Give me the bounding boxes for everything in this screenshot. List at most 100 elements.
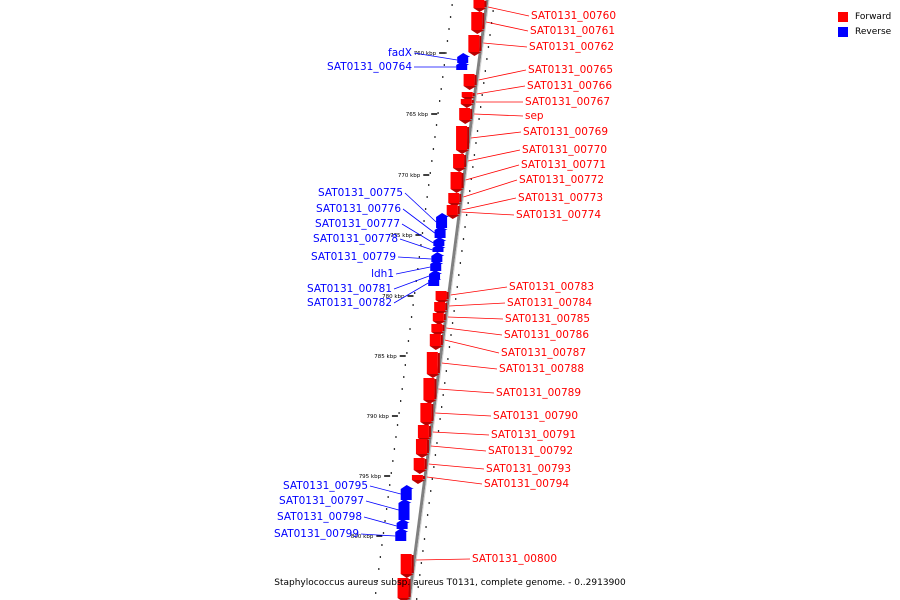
forward-gene-block <box>426 352 438 374</box>
reverse-gene-label: fadX <box>388 47 412 59</box>
forward-label-leader <box>476 85 526 95</box>
reverse-gene-label: SAT0131_00778 <box>313 233 398 245</box>
scale-tick-label: 780 kbp <box>382 294 405 300</box>
forward-label-leader <box>474 113 524 117</box>
guide-dot <box>455 298 457 300</box>
guide-dot <box>461 250 463 252</box>
guide-dot <box>403 376 405 378</box>
forward-gene-block <box>459 108 471 120</box>
reverse-gene-label: SAT0131_00798 <box>277 511 362 523</box>
forward-gene-arrow <box>400 574 414 578</box>
forward-gene-arrow <box>471 30 485 34</box>
forward-gene-arrow <box>453 168 467 172</box>
reverse-gene-label: SAT0131_00776 <box>316 203 401 215</box>
reverse-label-leader <box>404 192 437 223</box>
forward-gene-edge <box>472 93 475 96</box>
guide-dot <box>444 382 446 384</box>
forward-label-leader <box>432 431 490 436</box>
guide-dot <box>478 118 480 120</box>
guide-dot <box>418 256 421 258</box>
guide-dot <box>431 478 433 480</box>
guide-dot <box>375 592 377 594</box>
forward-gene-arrow <box>463 86 477 90</box>
guide-dot <box>484 70 486 72</box>
guide-dot <box>436 442 438 444</box>
forward-gene-block <box>448 193 460 203</box>
guide-dot <box>414 292 416 294</box>
guide-dot <box>396 424 399 426</box>
reverse-label-leader <box>402 208 435 234</box>
guide-dot <box>486 58 488 60</box>
guide-dot <box>385 508 388 510</box>
reverse-label-leader <box>363 516 397 527</box>
forward-gene-edge <box>482 13 485 29</box>
guide-dot <box>437 430 440 432</box>
forward-label-leader <box>441 362 498 370</box>
reverse-gene-label: SAT0131_00779 <box>311 251 396 263</box>
forward-label-leader <box>461 211 515 216</box>
reverse-gene-label: SAT0131_00782 <box>307 297 392 309</box>
reverse-swatch <box>838 26 848 37</box>
forward-gene-label: SAT0131_00767 <box>525 96 610 108</box>
guide-dot <box>387 496 389 498</box>
guide-dot <box>376 580 378 582</box>
guide-dot <box>473 154 476 156</box>
reverse-gene-arrow <box>457 53 471 57</box>
guide-dot <box>378 568 380 570</box>
reverse-gene-label: ldh1 <box>371 268 394 280</box>
guide-dot <box>451 322 454 324</box>
guide-dot <box>423 220 425 222</box>
reverse-gene-block <box>456 65 468 70</box>
reverse-label-leader <box>393 275 430 290</box>
reverse-gene-label: SAT0131_00777 <box>315 218 400 230</box>
guide-dot <box>446 40 449 42</box>
guide-dot <box>437 112 439 114</box>
guide-dot <box>398 412 400 414</box>
forward-label-leader <box>463 179 518 198</box>
forward-label-leader <box>446 327 503 336</box>
forward-gene-block <box>471 12 483 30</box>
forward-gene-edge <box>445 303 448 310</box>
legend-reverse: Reverse <box>838 24 891 39</box>
forward-label-leader <box>449 302 506 307</box>
forward-gene-label: SAT0131_00792 <box>488 445 573 457</box>
forward-gene-block <box>431 324 443 332</box>
guide-dot <box>392 460 394 462</box>
reverse-gene-block <box>428 280 440 286</box>
guide-dot <box>443 64 445 66</box>
guide-dot <box>456 286 458 288</box>
reverse-gene-arrow <box>429 270 443 274</box>
guide-dot <box>382 532 385 534</box>
scale-tick-label: 795 kbp <box>359 474 382 480</box>
forward-gene-edge <box>411 555 414 573</box>
guide-dot <box>459 262 462 264</box>
forward-label-leader <box>461 197 517 211</box>
scale-tick-label: 760 kbp <box>414 51 437 57</box>
forward-gene-block <box>417 425 429 438</box>
forward-swatch <box>838 11 848 22</box>
forward-gene-edge <box>440 335 443 345</box>
forward-gene-label: SAT0131_00786 <box>504 329 589 341</box>
forward-gene-edge <box>457 206 460 214</box>
forward-gene-arrow <box>429 346 443 350</box>
forward-gene-label: SAT0131_00762 <box>529 41 614 53</box>
forward-label-leader <box>478 69 527 81</box>
guide-dot <box>472 166 474 168</box>
guide-dot <box>421 232 424 234</box>
guide-dot <box>432 148 435 150</box>
forward-gene-arrow <box>456 150 470 154</box>
forward-gene-edge <box>443 314 446 320</box>
guide-dot <box>467 202 469 204</box>
forward-gene-block <box>435 291 447 300</box>
forward-gene-arrow <box>473 8 487 12</box>
guide-dot <box>489 34 491 36</box>
forward-gene-block <box>434 302 446 311</box>
forward-gene-label: SAT0131_00787 <box>501 347 586 359</box>
forward-gene-block <box>468 35 480 52</box>
forward-label-leader <box>450 286 508 296</box>
forward-gene-edge <box>434 379 437 399</box>
guide-dot <box>390 472 392 474</box>
forward-gene-label: SAT0131_00783 <box>509 281 594 293</box>
legend-forward: Forward <box>838 9 891 24</box>
